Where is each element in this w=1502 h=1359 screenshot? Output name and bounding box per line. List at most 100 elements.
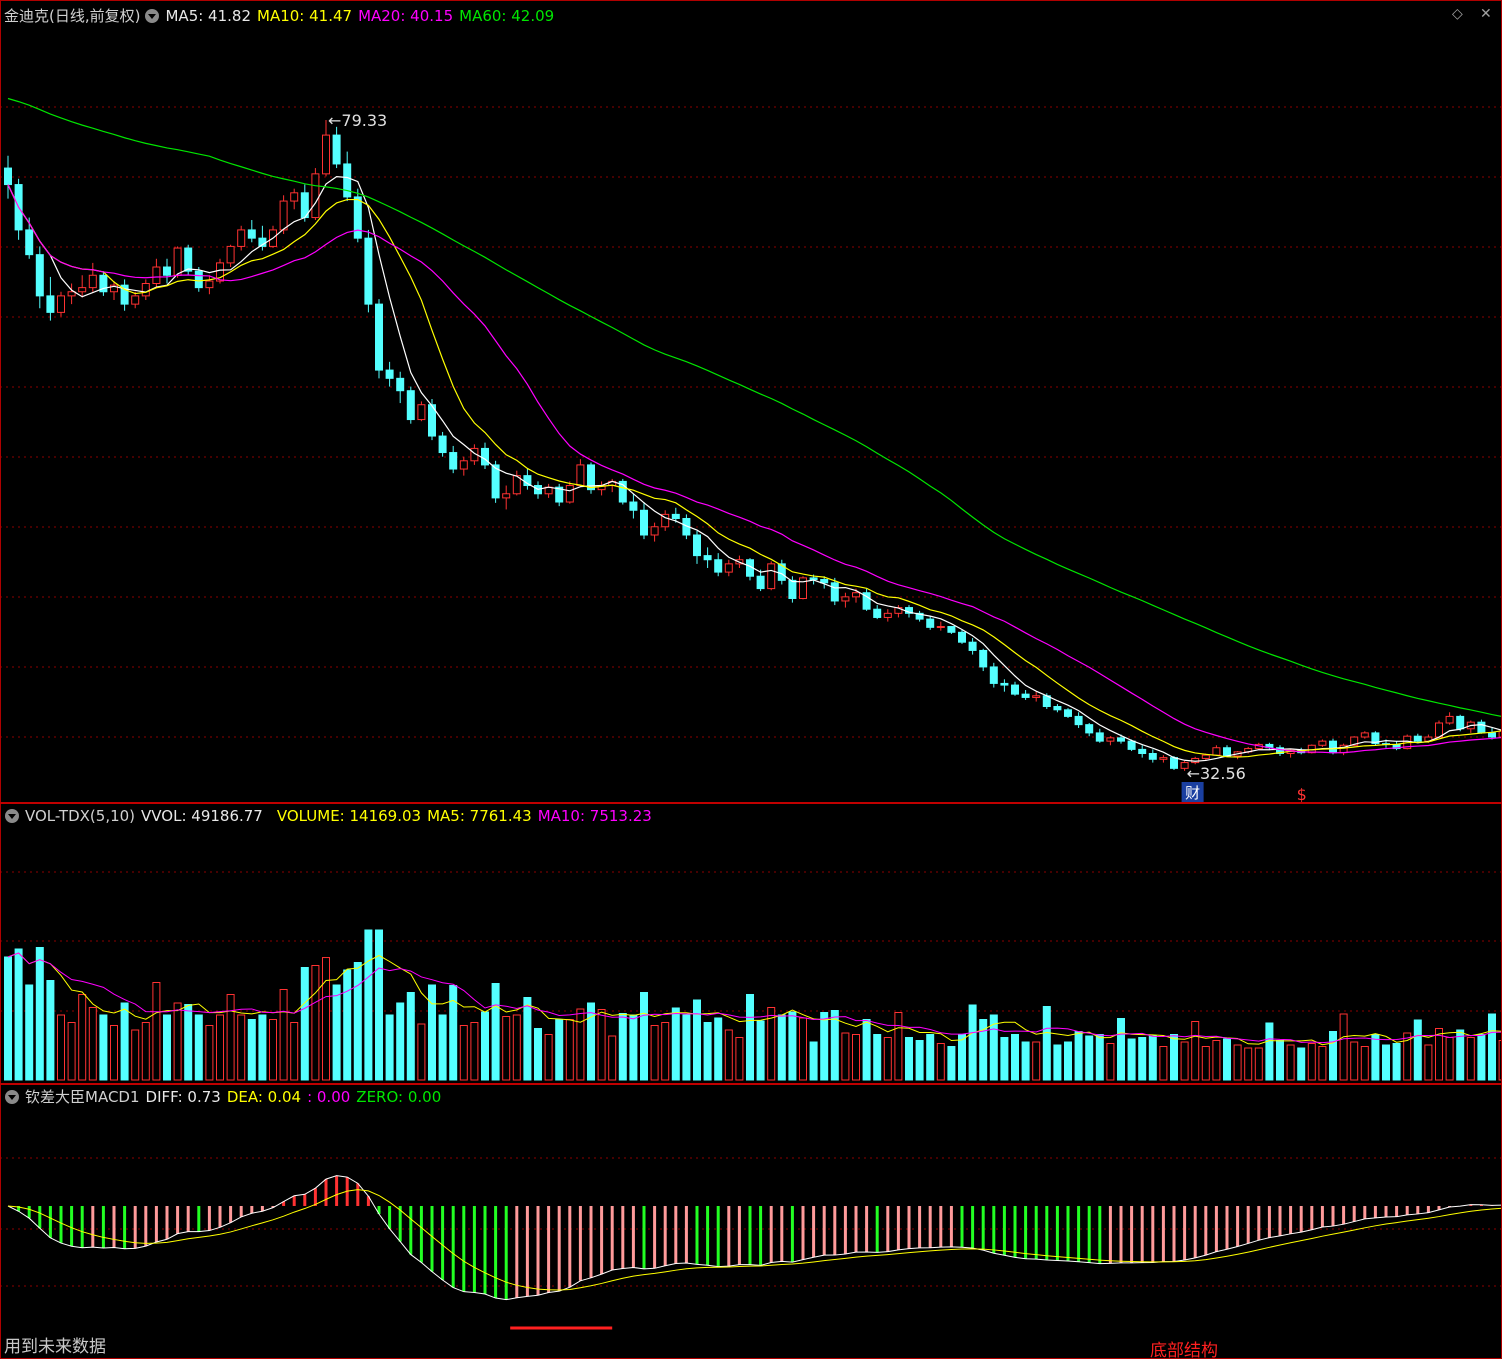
volume-bar (1180, 1041, 1189, 1081)
candle-body (693, 534, 701, 557)
volume-bar (1064, 1041, 1072, 1081)
candle-body (1435, 722, 1443, 738)
candle-body (862, 592, 871, 610)
volume-bar (226, 994, 235, 1081)
candle-body (979, 649, 988, 668)
volume-bar (968, 1004, 977, 1081)
dea-legend: DEA: 0.04 (226, 1088, 302, 1106)
volume-bar (1435, 1028, 1443, 1081)
volume-bar (67, 1022, 76, 1081)
volume-bar (852, 1034, 860, 1081)
volume-bar (99, 1014, 108, 1081)
volume-bar (1127, 1038, 1136, 1081)
volume-bar (915, 1040, 924, 1081)
candle-body (481, 447, 489, 466)
chevron-down-icon[interactable] (5, 808, 19, 823)
volume-bar (152, 982, 161, 1081)
volume-bar (385, 1014, 394, 1081)
vol-title: VOL-TDX(5,10) (25, 807, 136, 825)
candle-body (247, 229, 256, 239)
candle-body (788, 579, 797, 599)
candle-body (491, 464, 500, 499)
stock-title: 金迪克(日线,前复权) (4, 7, 141, 25)
volume-bar (120, 1002, 129, 1081)
volume-bar (1244, 1047, 1253, 1081)
ma5-legend: MA5: 41.82 (165, 7, 251, 25)
volume-bar (862, 1019, 871, 1081)
candle-body (989, 666, 998, 684)
candle-body (947, 626, 956, 633)
candle-body (671, 513, 680, 520)
macd-histogram[interactable] (7, 1175, 1502, 1301)
volume-bar (1095, 1034, 1104, 1081)
candle-body (640, 509, 648, 536)
volume-bar (523, 997, 532, 1081)
volume-bar (1456, 1029, 1465, 1081)
candle-body (661, 513, 670, 528)
volume-bar (841, 1032, 850, 1081)
volume-bar (1392, 1043, 1401, 1081)
volume-bar (618, 1013, 627, 1081)
diamond-icon[interactable]: ◇ (1452, 6, 1463, 22)
volume-bar (311, 965, 320, 1081)
chevron-down-icon[interactable] (5, 1089, 19, 1104)
volume-bar (14, 948, 23, 1081)
candle-body (110, 284, 118, 293)
candle-body (226, 245, 235, 264)
ma60-legend: MA60: 42.09 (459, 7, 555, 25)
close-icon[interactable]: ✕ (1480, 6, 1492, 22)
candle-body (438, 435, 447, 454)
candle-body (88, 274, 97, 289)
volume-bar (396, 1002, 405, 1081)
candle-body (290, 192, 299, 202)
volume-bar (1350, 1041, 1359, 1081)
volume-bar (417, 1023, 426, 1081)
candle-body (1021, 693, 1030, 698)
volume-bars[interactable] (4, 830, 1502, 1081)
diff-legend: DIFF: 0.73 (145, 1088, 221, 1106)
candle-body (406, 390, 415, 421)
volume-bar (512, 1014, 521, 1081)
volume-bar (1445, 1037, 1454, 1081)
volume-bar (1042, 1006, 1051, 1081)
volume-bar (491, 983, 500, 1081)
volume-bar (163, 1014, 171, 1081)
candle-body (428, 404, 436, 437)
volume-bar (78, 994, 87, 1081)
volume-bar (555, 1019, 564, 1081)
candle-body (1329, 740, 1337, 754)
volume-legend: VOLUME: 14169.03 (276, 807, 422, 825)
volume-bar (820, 1012, 829, 1081)
candle-body (1223, 747, 1231, 757)
volume-bar (544, 1034, 553, 1081)
volume-bar (46, 980, 55, 1081)
candle-body (703, 555, 712, 561)
cai-badge-text: 财 (1185, 784, 1200, 802)
candle-body (852, 592, 860, 598)
volume-bar (1254, 1047, 1263, 1081)
ma20-line (7, 184, 1502, 754)
volume-bar (1021, 1041, 1030, 1081)
candle-body (1053, 706, 1062, 711)
candle-body (1170, 757, 1178, 769)
candle-body (205, 280, 214, 289)
ma10-line (7, 184, 1502, 758)
cai-badge (1181, 782, 1204, 802)
diff-line (7, 1175, 1502, 1301)
candle-body (1095, 732, 1104, 742)
candle-body (1212, 747, 1221, 756)
candle-body (184, 247, 193, 272)
volume-bar (375, 929, 383, 1081)
volume-bar (703, 1022, 712, 1081)
volume-bar (714, 1017, 723, 1081)
volume-bar (1382, 1044, 1390, 1081)
candle-body (576, 464, 585, 487)
candle-body (1445, 715, 1454, 724)
volume-bar (576, 1008, 585, 1081)
candle-body (67, 291, 76, 297)
volume-bar (364, 929, 373, 1081)
chevron-down-icon[interactable] (145, 8, 160, 23)
candle-body (650, 526, 659, 536)
volume-bar (565, 1019, 574, 1081)
